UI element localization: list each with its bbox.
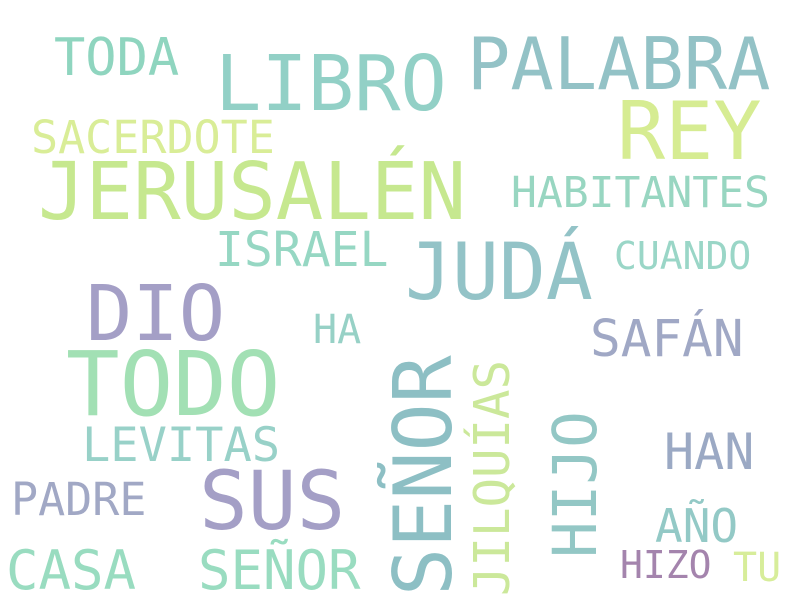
word-ano: AÑO [655,499,739,553]
word-levitas: LEVITAS [82,418,281,473]
word-sacerdote: SACERDOTE [31,111,275,164]
word-libro: LIBRO [215,40,447,129]
word-tu: TU [733,545,782,591]
word-hizo: HIZO [620,543,712,587]
word-palabra: PALABRA [467,22,771,106]
word-casa: CASA [6,539,137,600]
word-dio: DIO [86,270,226,359]
word-cuando: CUANDO [614,234,752,278]
word-juda: JUDÁ [405,228,593,318]
word-senor-horizontal: SEÑOR [198,539,361,600]
word-habitantes: HABITANTES [511,168,770,218]
word-padre: PADRE [11,473,147,526]
word-senor-vertical: SEÑOR [377,355,470,596]
word-jilquias-vertical: JILQUÍAS [464,359,521,596]
word-rey: REY [617,85,762,178]
word-israel: ISRAEL [215,222,389,278]
word-han: HAN [664,423,755,481]
word-safan: SAFÁN [590,310,744,369]
word-sus: SUS [199,455,346,549]
word-hijo-vertical: HIJO [540,411,611,558]
word-todo: TODO [66,332,281,436]
word-jerusalen: JERUSALÉN [38,146,467,238]
word-toda: TODA [54,28,180,88]
word-ha: HA [313,307,362,353]
